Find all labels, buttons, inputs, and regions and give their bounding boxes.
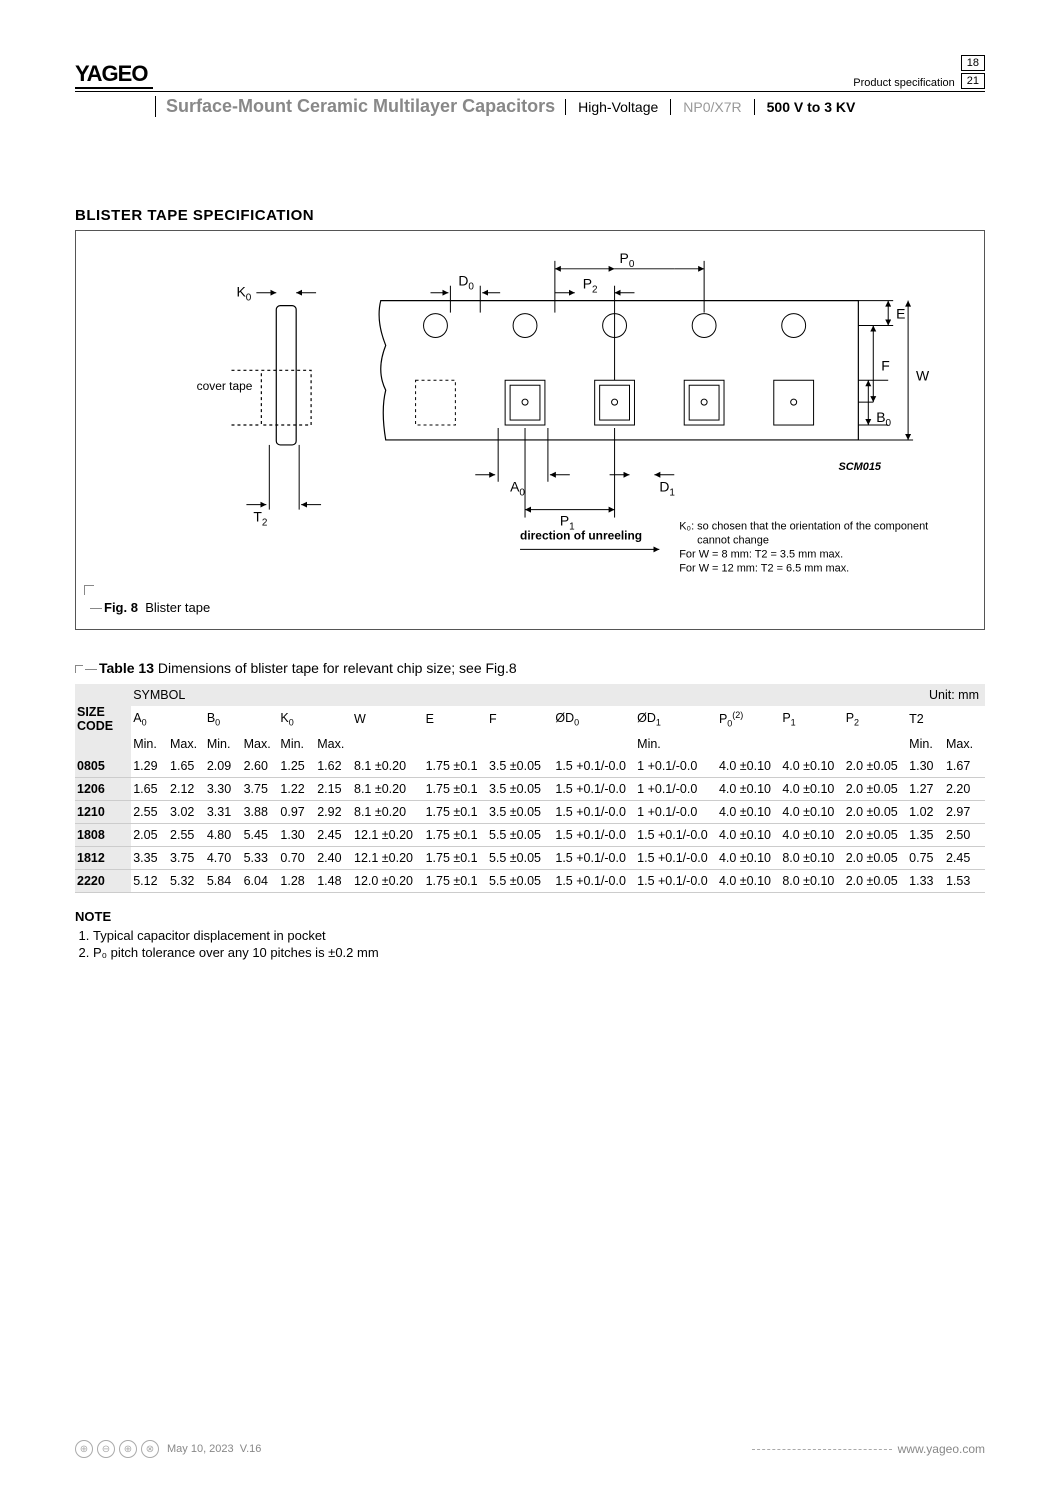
svg-text:For W = 8 mm: T2 = 3.5 mm max.: For W = 8 mm: T2 = 3.5 mm max.	[679, 548, 843, 560]
page-current: 18	[961, 55, 985, 71]
svg-text:F: F	[881, 357, 890, 373]
table-caption: Table 13 Dimensions of blister tape for …	[75, 660, 985, 676]
svg-text:cannot change: cannot change	[697, 534, 769, 546]
cert-icon: ⊕	[119, 1440, 137, 1458]
col-t2: T2	[907, 706, 985, 733]
footer-date: May 10, 2023 V.16	[167, 1443, 261, 1455]
compliance-icons: ⊕ ⊖ ⊕ ⊗	[75, 1440, 159, 1458]
svg-text:E: E	[896, 306, 905, 322]
footer-url: www.yageo.com	[752, 1442, 985, 1456]
svg-text:D1: D1	[659, 479, 675, 499]
svg-text:SCM015: SCM015	[838, 461, 881, 473]
section-title: BLISTER TAPE SPECIFICATION	[75, 207, 985, 224]
cert-icon: ⊗	[141, 1440, 159, 1458]
cert-icon: ⊕	[75, 1440, 93, 1458]
col-p1: P1	[780, 706, 843, 733]
hdr-unit: Unit: mm	[907, 684, 985, 706]
table-row: 18082.052.554.805.451.302.4512.1 ±0.201.…	[75, 823, 985, 846]
cert-icon: ⊖	[97, 1440, 115, 1458]
svg-text:B0: B0	[876, 409, 891, 429]
note-list: Typical capacitor displacement in pocket…	[93, 928, 985, 960]
svg-text:For W = 12 mm: T2 = 6.5 mm max: For W = 12 mm: T2 = 6.5 mm max.	[679, 562, 849, 574]
page-spec: Product specification 18 21	[853, 55, 985, 89]
svg-text:K₀: so chosen that the orienta: K₀: so chosen that the orientation of th…	[679, 521, 928, 533]
header: YAGEO Product specification 18 21	[75, 55, 985, 92]
blister-diagram: K0 cover tape T2 D0 P0 P2 A0	[76, 231, 984, 629]
table-row: 12102.553.023.313.880.972.928.1 ±0.201.7…	[75, 800, 985, 823]
col-p0: P0(2)	[717, 706, 780, 733]
subheader: Surface-Mount Ceramic Multilayer Capacit…	[75, 96, 985, 117]
svg-text:A0: A0	[510, 479, 525, 499]
table-row: 18123.353.754.705.330.702.4012.1 ±0.201.…	[75, 846, 985, 869]
col-a0: A0	[131, 706, 205, 733]
note-1: Typical capacitor displacement in pocket	[93, 928, 985, 943]
svg-text:W: W	[916, 367, 930, 383]
figure-blister-tape: K0 cover tape T2 D0 P0 P2 A0	[75, 230, 985, 630]
col-e: E	[424, 706, 487, 733]
col-b0: B0	[205, 706, 279, 733]
hdr-size: SIZE CODE	[75, 684, 131, 755]
table-row: 12061.652.123.303.751.222.158.1 ±0.201.7…	[75, 777, 985, 800]
svg-text:cover tape: cover tape	[197, 379, 253, 393]
footer: ⊕ ⊖ ⊕ ⊗ May 10, 2023 V.16 www.yageo.com	[75, 1440, 985, 1458]
svg-text:P2: P2	[583, 276, 598, 296]
table-row: 22205.125.325.846.041.281.4812.0 ±0.201.…	[75, 869, 985, 892]
hdr-symbol: SYMBOL	[131, 684, 907, 706]
tag-voltage: 500 V to 3 KV	[754, 99, 868, 115]
col-f: F	[487, 706, 553, 733]
svg-text:P0: P0	[620, 250, 635, 270]
note-2: P₀ pitch tolerance over any 10 pitches i…	[93, 945, 985, 960]
doc-title: Surface-Mount Ceramic Multilayer Capacit…	[155, 96, 565, 117]
col-d0: ØD0	[553, 706, 635, 733]
tag-dielectric: NP0/X7R	[670, 99, 753, 115]
col-k0: K0	[278, 706, 352, 733]
figure-caption: Fig. 8 Blister tape	[90, 600, 210, 615]
caption-tick	[84, 585, 94, 595]
tag-hv: High-Voltage	[565, 99, 670, 115]
note-heading: NOTE	[75, 909, 985, 924]
col-p2: P2	[844, 706, 907, 733]
col-w: W	[352, 706, 424, 733]
svg-text:D0: D0	[458, 273, 474, 293]
dimension-table: SIZE CODE SYMBOL Unit: mm A0 B0 K0 W E F…	[75, 684, 985, 893]
spec-label: Product specification	[853, 77, 955, 89]
svg-text:direction of unreeling: direction of unreeling	[520, 528, 642, 542]
table-row: 08051.291.652.092.601.251.628.1 ±0.201.7…	[75, 755, 985, 778]
svg-text:T2: T2	[253, 509, 268, 529]
logo: YAGEO	[75, 61, 153, 89]
page-total: 21	[961, 73, 985, 89]
svg-text:K0: K0	[236, 284, 251, 304]
col-d1: ØD1	[635, 706, 717, 733]
